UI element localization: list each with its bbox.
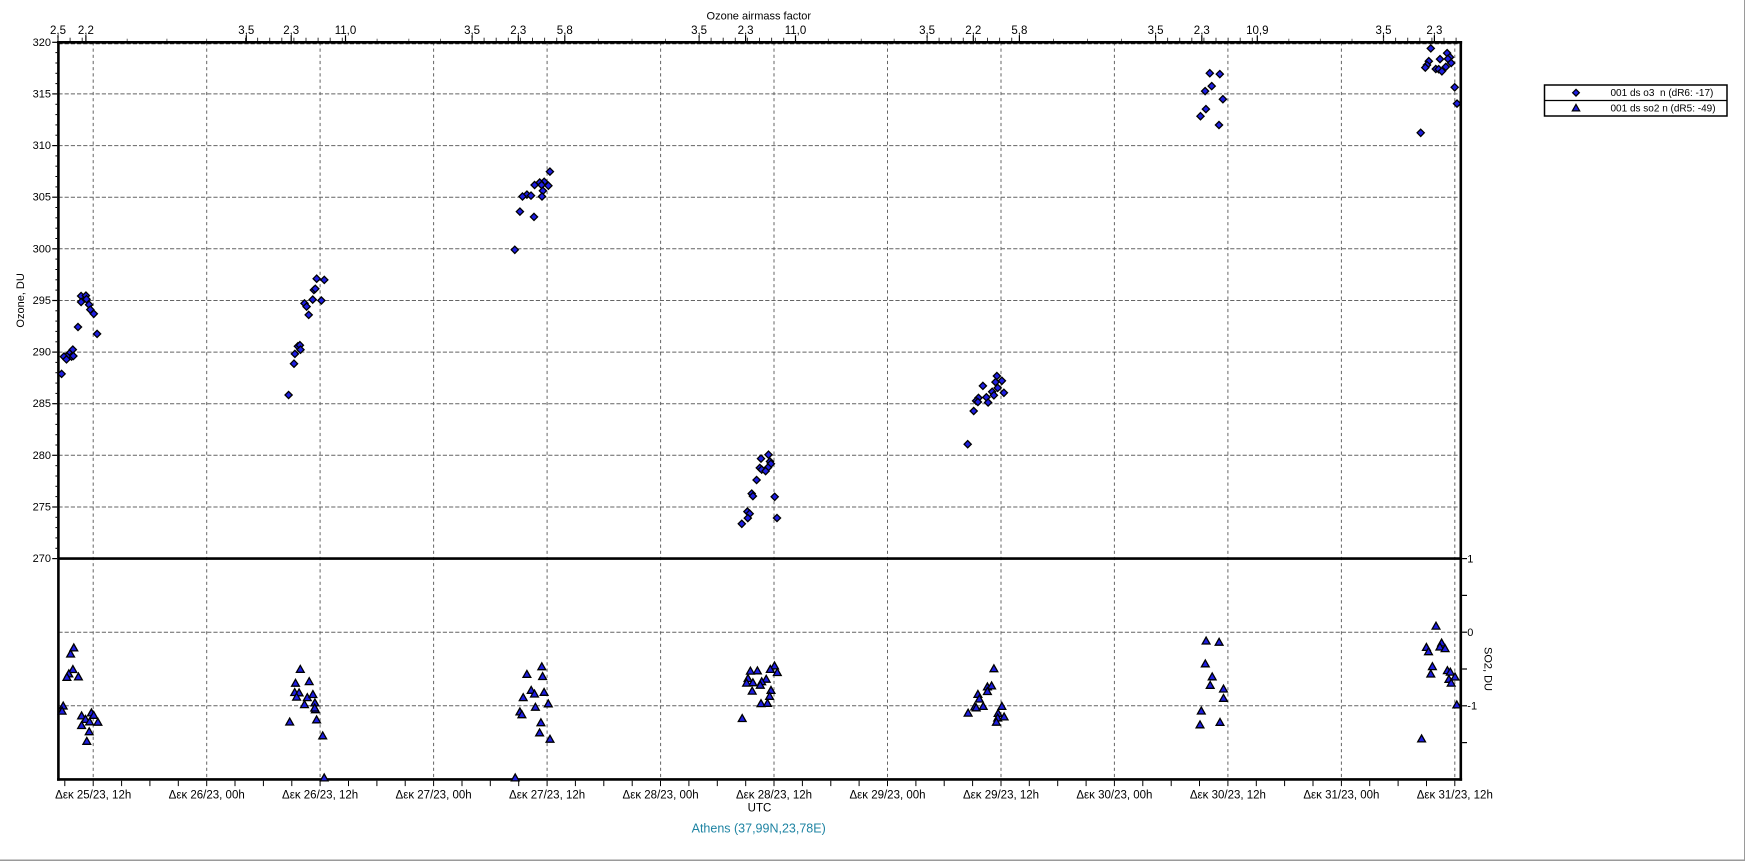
svg-text:SO2, DU: SO2, DU (1482, 647, 1494, 691)
svg-text:Δεκ 30/23, 12h: Δεκ 30/23, 12h (1190, 790, 1266, 802)
svg-text:10,9: 10,9 (1246, 25, 1268, 37)
svg-text:5,8: 5,8 (557, 25, 573, 37)
svg-text:-1: -1 (1467, 701, 1477, 713)
svg-text:3,5: 3,5 (464, 25, 480, 37)
svg-text:5,8: 5,8 (1011, 25, 1027, 37)
svg-text:Δεκ 31/23, 12h: Δεκ 31/23, 12h (1417, 790, 1493, 802)
svg-text:3,5: 3,5 (1148, 25, 1164, 37)
svg-text:Δεκ 26/23, 12h: Δεκ 26/23, 12h (282, 790, 358, 802)
svg-text:Δεκ 29/23, 12h: Δεκ 29/23, 12h (963, 790, 1039, 802)
svg-text:2,3: 2,3 (738, 25, 754, 37)
svg-text:0: 0 (1467, 627, 1473, 639)
svg-text:2,3: 2,3 (510, 25, 526, 37)
svg-text:305: 305 (33, 192, 51, 204)
svg-text:11,0: 11,0 (335, 25, 357, 37)
svg-text:295: 295 (33, 295, 51, 307)
svg-text:Ozone, DU: Ozone, DU (15, 273, 27, 327)
svg-text:Δεκ 27/23, 00h: Δεκ 27/23, 00h (396, 790, 472, 802)
svg-text:UTC: UTC (748, 803, 772, 815)
svg-text:2,5: 2,5 (50, 25, 66, 37)
svg-text:Δεκ 26/23, 00h: Δεκ 26/23, 00h (169, 790, 245, 802)
svg-text:Athens (37,99N,23,78E): Athens (37,99N,23,78E) (692, 821, 826, 835)
svg-text:Δεκ 28/23, 00h: Δεκ 28/23, 00h (623, 790, 699, 802)
svg-text:3,5: 3,5 (691, 25, 707, 37)
svg-text:2,3: 2,3 (1194, 25, 1210, 37)
svg-text:3,5: 3,5 (1376, 25, 1392, 37)
svg-text:285: 285 (33, 398, 51, 410)
svg-text:2,3: 2,3 (1426, 25, 1442, 37)
svg-text:280: 280 (33, 450, 51, 462)
svg-text:Δεκ 29/23, 00h: Δεκ 29/23, 00h (849, 790, 925, 802)
svg-text:315: 315 (33, 88, 51, 100)
svg-text:Δεκ 27/23, 12h: Δεκ 27/23, 12h (509, 790, 585, 802)
svg-text:001 ds o3 n (dR6: -17): 001 ds o3 n (dR6: -17) (1611, 88, 1714, 99)
svg-text:11,0: 11,0 (785, 25, 807, 37)
svg-text:2,3: 2,3 (283, 25, 299, 37)
svg-text:001 ds so2 n (dR5: -49): 001 ds so2 n (dR5: -49) (1611, 104, 1716, 115)
svg-text:Δεκ 25/23, 12h: Δεκ 25/23, 12h (55, 790, 131, 802)
svg-text:Δεκ 31/23, 00h: Δεκ 31/23, 00h (1303, 790, 1379, 802)
svg-text:3,5: 3,5 (238, 25, 254, 37)
svg-text:Δεκ 28/23, 12h: Δεκ 28/23, 12h (736, 790, 812, 802)
svg-text:275: 275 (33, 502, 51, 514)
svg-text:270: 270 (33, 553, 51, 565)
svg-text:Δεκ 30/23, 00h: Δεκ 30/23, 00h (1076, 790, 1152, 802)
svg-text:2,2: 2,2 (965, 25, 981, 37)
svg-text:3,5: 3,5 (919, 25, 935, 37)
svg-text:2,2: 2,2 (78, 25, 94, 37)
svg-text:310: 310 (33, 140, 51, 152)
svg-text:290: 290 (33, 347, 51, 359)
svg-text:1: 1 (1467, 554, 1473, 566)
svg-text:300: 300 (33, 243, 51, 255)
svg-text:Ozone airmass factor: Ozone airmass factor (707, 11, 812, 23)
svg-text:320: 320 (33, 37, 51, 49)
